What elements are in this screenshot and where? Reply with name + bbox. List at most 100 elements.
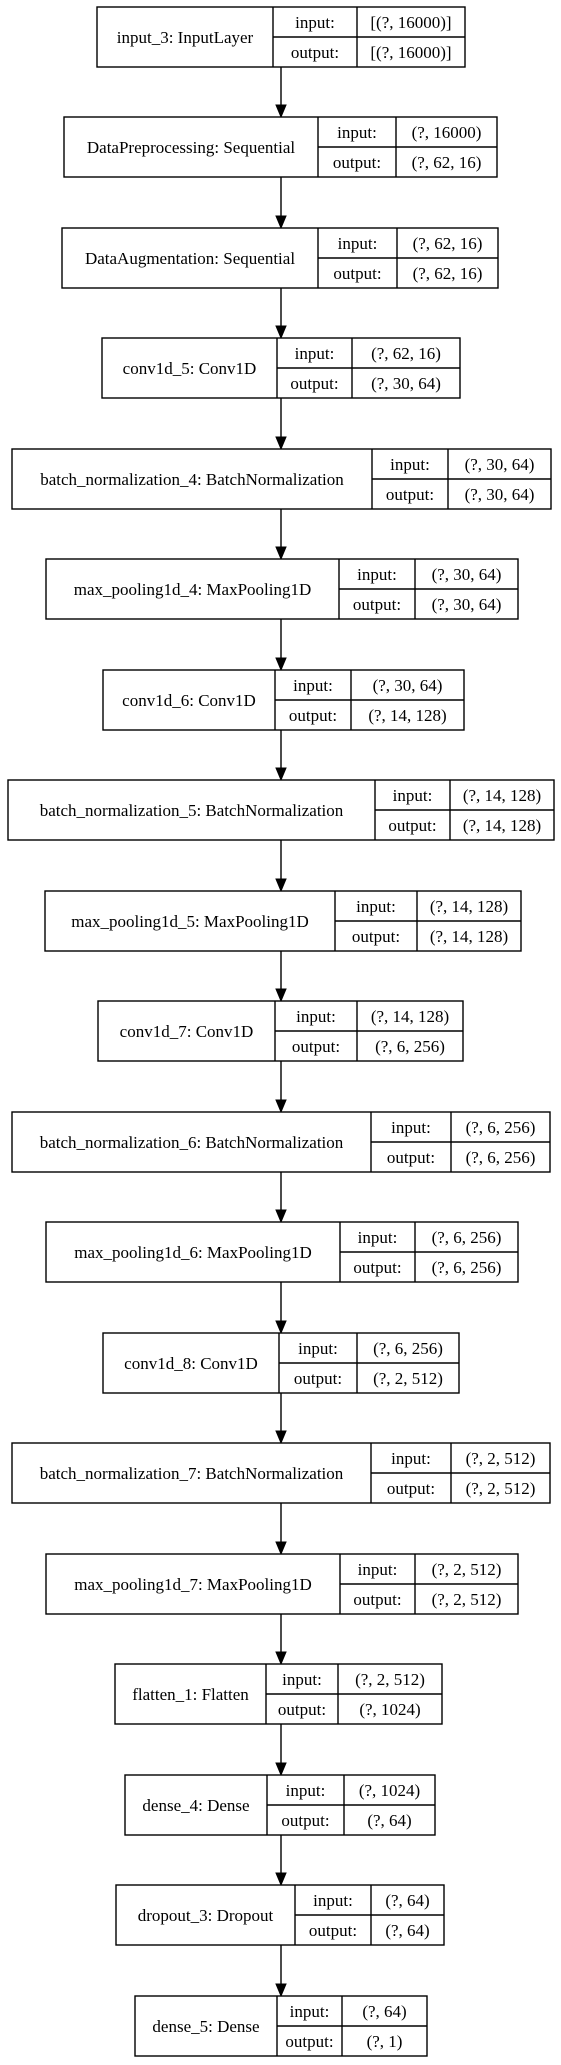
output-shape: [(?, 16000)] bbox=[370, 43, 451, 62]
input-label: input: bbox=[358, 1560, 398, 1579]
edge-arrow bbox=[275, 619, 287, 672]
arrowhead-icon bbox=[275, 1320, 287, 1335]
arrowhead-icon bbox=[275, 988, 287, 1003]
layer-node: dense_5: Dense input: (?, 64) output: (?, 1) bbox=[134, 1995, 428, 2057]
input-shape: (?, 2, 512) bbox=[355, 1670, 425, 1689]
output-label: output: bbox=[387, 1479, 435, 1498]
arrowhead-icon bbox=[275, 546, 287, 561]
layer-node: dropout_3: Dropout input: (?, 64) output: (?… bbox=[115, 1884, 445, 1946]
layer-name: conv1d_6: Conv1D bbox=[122, 691, 256, 710]
input-label: input: bbox=[393, 786, 433, 805]
output-shape: (?, 2, 512) bbox=[466, 1479, 536, 1498]
input-label: input: bbox=[337, 123, 377, 142]
input-shape: (?, 62, 16) bbox=[371, 344, 441, 363]
edge-arrow bbox=[275, 67, 287, 119]
output-shape: (?, 14, 128) bbox=[430, 927, 508, 946]
layer-name: flatten_1: Flatten bbox=[132, 1685, 249, 1704]
arrowhead-icon bbox=[275, 1872, 287, 1887]
layer-name: DataAugmentation: Sequential bbox=[85, 249, 295, 268]
layer-node: conv1d_6: Conv1D input: (?, 30, 64) output:… bbox=[102, 669, 465, 731]
layer-name: max_pooling1d_5: MaxPooling1D bbox=[71, 912, 309, 931]
edge-arrow bbox=[275, 177, 287, 230]
output-shape: (?, 64) bbox=[385, 1921, 429, 1940]
layer-name: batch_normalization_7: BatchNormalizatio… bbox=[40, 1464, 344, 1483]
input-shape: (?, 14, 128) bbox=[463, 786, 541, 805]
edges bbox=[275, 67, 287, 1998]
output-shape: (?, 1024) bbox=[359, 1700, 420, 1719]
output-shape: (?, 14, 128) bbox=[463, 816, 541, 835]
output-label: output: bbox=[386, 485, 434, 504]
layer-name: batch_normalization_4: BatchNormalizatio… bbox=[40, 470, 344, 489]
input-shape: (?, 6, 256) bbox=[466, 1118, 536, 1137]
output-label: output: bbox=[278, 1700, 326, 1719]
layer-node: input_3: InputLayer input: [(?, 16000)] out… bbox=[96, 6, 466, 68]
input-shape: (?, 64) bbox=[385, 1891, 429, 1910]
input-shape: (?, 6, 256) bbox=[432, 1228, 502, 1247]
output-label: output: bbox=[353, 595, 401, 614]
layer-node: dense_4: Dense input: (?, 1024) output: (?, … bbox=[124, 1774, 436, 1836]
input-label: input: bbox=[298, 1339, 338, 1358]
input-shape: (?, 30, 64) bbox=[465, 455, 535, 474]
output-shape: (?, 2, 512) bbox=[373, 1369, 443, 1388]
arrowhead-icon bbox=[275, 325, 287, 340]
input-shape: [(?, 16000)] bbox=[370, 13, 451, 32]
edge-arrow bbox=[275, 730, 287, 782]
layer-name: max_pooling1d_4: MaxPooling1D bbox=[74, 580, 312, 599]
layer-node: max_pooling1d_5: MaxPooling1D input: (?, 1… bbox=[44, 890, 522, 952]
arrowhead-icon bbox=[275, 1099, 287, 1114]
layer-name: max_pooling1d_6: MaxPooling1D bbox=[74, 1243, 312, 1262]
layer-node: DataAugmentation: Sequential input: (?, 62… bbox=[61, 227, 499, 289]
output-label: output: bbox=[291, 43, 339, 62]
arrowhead-icon bbox=[275, 1209, 287, 1224]
output-shape: (?, 6, 256) bbox=[375, 1037, 445, 1056]
arrowhead-icon bbox=[275, 104, 287, 119]
edge-arrow bbox=[275, 1724, 287, 1777]
edge-arrow bbox=[275, 951, 287, 1003]
layer-node: batch_normalization_6: BatchNormalizatio… bbox=[11, 1111, 551, 1173]
arrowhead-icon bbox=[275, 767, 287, 782]
output-label: output: bbox=[309, 1921, 357, 1940]
output-shape: (?, 6, 256) bbox=[466, 1148, 536, 1167]
output-shape: (?, 30, 64) bbox=[465, 485, 535, 504]
layer-node: conv1d_8: Conv1D input: (?, 6, 256) output:… bbox=[102, 1332, 460, 1394]
output-label: output: bbox=[353, 1258, 401, 1277]
edge-arrow bbox=[275, 398, 287, 451]
arrowhead-icon bbox=[275, 878, 287, 893]
edge-arrow bbox=[275, 1061, 287, 1114]
output-label: output: bbox=[289, 706, 337, 725]
input-label: input: bbox=[313, 1891, 353, 1910]
arrowhead-icon bbox=[275, 1983, 287, 1998]
input-label: input: bbox=[282, 1670, 322, 1689]
output-label: output: bbox=[388, 816, 436, 835]
edge-arrow bbox=[275, 1835, 287, 1887]
layer-nodes: input_3: InputLayer input: [(?, 16000)] out… bbox=[7, 6, 555, 2057]
output-label: output: bbox=[333, 264, 381, 283]
arrowhead-icon bbox=[275, 436, 287, 451]
output-shape: (?, 1) bbox=[367, 2032, 403, 2051]
output-shape: (?, 2, 512) bbox=[432, 1590, 502, 1609]
arrowhead-icon bbox=[275, 1430, 287, 1445]
output-shape: (?, 62, 16) bbox=[412, 153, 482, 172]
arrowhead-icon bbox=[275, 1762, 287, 1777]
input-label: input: bbox=[358, 1228, 398, 1247]
input-shape: (?, 30, 64) bbox=[432, 565, 502, 584]
input-label: input: bbox=[357, 565, 397, 584]
output-label: output: bbox=[333, 153, 381, 172]
edge-arrow bbox=[275, 1614, 287, 1666]
output-label: output: bbox=[294, 1369, 342, 1388]
output-shape: (?, 62, 16) bbox=[413, 264, 483, 283]
output-label: output: bbox=[281, 1811, 329, 1830]
layer-name: conv1d_5: Conv1D bbox=[123, 359, 257, 378]
input-label: input: bbox=[391, 1118, 431, 1137]
input-shape: (?, 62, 16) bbox=[413, 234, 483, 253]
layer-name: batch_normalization_6: BatchNormalizatio… bbox=[40, 1133, 344, 1152]
layer-name: conv1d_8: Conv1D bbox=[124, 1354, 258, 1373]
output-label: output: bbox=[353, 1590, 401, 1609]
layer-node: DataPreprocessing: Sequential input: (?, 1… bbox=[63, 116, 498, 178]
layer-name: batch_normalization_5: BatchNormalizatio… bbox=[40, 801, 344, 820]
input-label: input: bbox=[290, 2002, 330, 2021]
output-label: output: bbox=[285, 2032, 333, 2051]
input-shape: (?, 2, 512) bbox=[466, 1449, 536, 1468]
arrowhead-icon bbox=[275, 1541, 287, 1556]
